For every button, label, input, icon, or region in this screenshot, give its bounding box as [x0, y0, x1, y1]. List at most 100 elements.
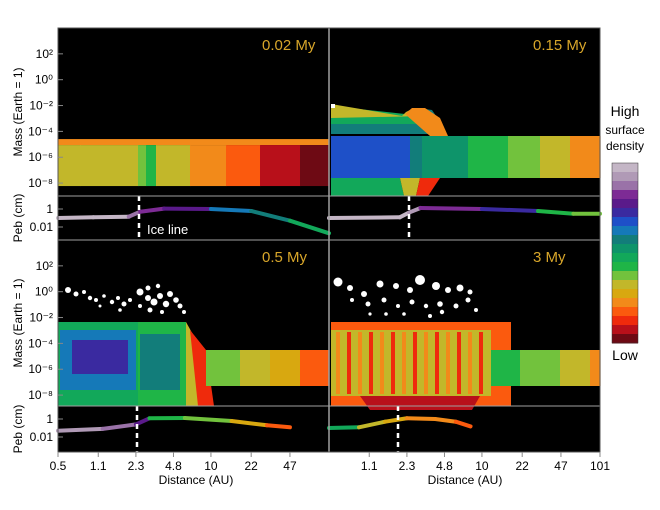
density-cell	[446, 332, 450, 394]
planetesimal-dot	[82, 290, 86, 294]
colorbar-swatch	[612, 226, 638, 236]
density-cell	[58, 139, 329, 146]
planetesimal-dot	[428, 314, 432, 318]
colorbar-swatch	[612, 244, 638, 254]
pebble-line-0.02My	[56, 206, 331, 236]
density-cell	[590, 350, 601, 386]
density-cell	[422, 136, 469, 178]
time-label-3My: 3 My	[533, 249, 566, 266]
x-tick-label: 10	[204, 459, 218, 473]
density-cell	[226, 145, 261, 187]
colorbar-swatch	[612, 190, 638, 200]
density-cell	[410, 136, 423, 178]
planetesimal-dot	[432, 282, 440, 290]
planetesimal-dot	[109, 299, 115, 305]
y-tick-label: 10⁰	[35, 285, 53, 299]
density-cell	[424, 332, 428, 394]
pebble-segment	[265, 423, 292, 430]
y-axis-ticks: 10² 10⁰ 10⁻² 10⁻⁴ 10⁻⁶ 10⁻⁸ 10² 10⁰ 10⁻² 10⁻⁴ 10⁻⁶…	[28, 47, 63, 444]
planetesimal-dot	[474, 308, 478, 312]
time-label-0.5My: 0.5 My	[262, 249, 308, 266]
time-label-0.15My: 0.15 My	[533, 37, 587, 54]
density-cell	[331, 136, 411, 178]
density-region	[360, 396, 480, 410]
density-cell	[413, 332, 417, 394]
y-tick-label: 10⁰	[35, 73, 53, 87]
planetesimal-dot	[415, 275, 425, 285]
density-region	[416, 178, 440, 196]
density-cell	[380, 332, 384, 394]
density-region	[72, 340, 128, 374]
y-tick-label: 10⁻⁸	[28, 176, 53, 190]
planetesimal-dot	[402, 312, 406, 316]
planetesimal-dot	[173, 297, 179, 303]
density-cell	[138, 145, 147, 187]
x-tick-label: 10	[475, 459, 489, 473]
pebble-segment	[56, 426, 105, 433]
y-tick-label: 10²	[36, 47, 53, 61]
pebble-segment	[208, 207, 254, 213]
density-cell	[508, 136, 541, 178]
planetesimal-dot	[182, 310, 186, 314]
density-cell	[156, 145, 191, 187]
planetesimal-dot	[102, 294, 106, 298]
density-cell	[190, 145, 227, 187]
density-cell	[206, 350, 241, 386]
density-cell	[270, 350, 301, 386]
density-cell	[468, 136, 509, 178]
planetesimal-dot	[160, 310, 164, 314]
x-tick-label: 1.1	[361, 459, 378, 473]
time-label-0.02My: 0.02 My	[262, 37, 316, 54]
density-cell	[435, 332, 439, 394]
planetesimal-dot	[333, 277, 343, 287]
colorbar-swatch	[612, 253, 638, 263]
pebble-segment	[100, 422, 138, 431]
colorbar-swatch	[612, 271, 638, 281]
y-tick-label: 10⁻⁸	[28, 388, 53, 402]
planetesimal-dot	[456, 284, 464, 292]
planetesimal-dot	[167, 291, 173, 297]
density-cell	[358, 332, 362, 394]
y-tick-label: 0.01	[30, 430, 54, 444]
x-tick-label: 22	[516, 459, 530, 473]
planetesimal-dot	[136, 288, 144, 296]
colorbar-swatch	[612, 280, 638, 290]
colorbar-swatch	[612, 163, 638, 173]
colorbar-surface-label: surface	[605, 123, 645, 137]
planetesimal-dot	[393, 283, 399, 289]
x-tick-label: 101	[590, 459, 610, 473]
planetesimal-dot	[147, 307, 153, 313]
density-cell	[146, 145, 157, 187]
y-tick-label: 10⁻⁴	[28, 336, 53, 350]
x-tick-label: 47	[554, 459, 568, 473]
density-cell	[58, 145, 81, 187]
colorbar-swatch	[612, 217, 638, 227]
x-tick-label: 1.1	[90, 459, 107, 473]
colorbar-swatch	[612, 289, 638, 299]
planetesimal-dot	[94, 298, 98, 302]
density-cell	[331, 104, 335, 108]
colorbar-swatch	[612, 235, 638, 245]
planetesimal-dot	[87, 295, 93, 301]
planetesimal-dot	[376, 280, 384, 288]
colorbar-density-label: density	[606, 139, 644, 153]
density-cell	[491, 350, 521, 386]
y-tick-label: 10⁻⁴	[28, 124, 53, 138]
pebble-segment	[407, 205, 423, 215]
planetesimal-dot	[381, 297, 387, 303]
planetesimal-dot	[407, 287, 413, 293]
colorbar-frame	[611, 162, 639, 344]
planetesimal-dot	[145, 295, 151, 301]
x-tick-label: 4.8	[165, 459, 182, 473]
planetesimal-dot	[467, 289, 473, 295]
pebble-line-0.15My	[327, 205, 602, 220]
heatmap-0.5My	[58, 322, 330, 406]
colorbar-swatch	[612, 262, 638, 272]
planetesimal-dot	[453, 303, 459, 309]
pebble-segment	[91, 214, 131, 220]
y-tick-label: 10⁻²	[29, 99, 53, 113]
density-region	[331, 178, 404, 196]
planetesimal-dot	[118, 308, 122, 312]
x-tick-label: 22	[245, 459, 259, 473]
y-axis-title-peb-bottom: Peb (cm)	[11, 405, 25, 454]
